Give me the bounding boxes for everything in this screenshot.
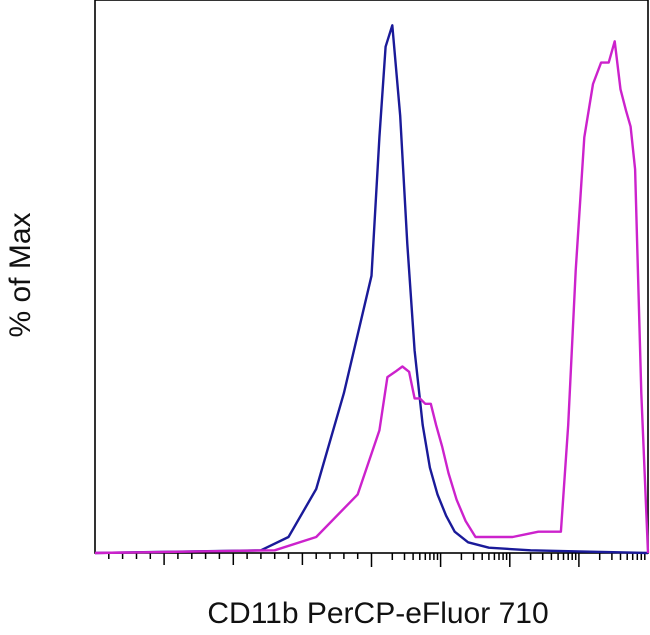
series-line-2	[94, 40, 650, 555]
x-axis-ticks	[108, 553, 646, 567]
x-axis-label: CD11b PerCP-eFluor 710	[207, 597, 548, 630]
y-axis-label: % of Max	[4, 212, 37, 337]
series-line-1	[94, 24, 649, 555]
series-layer	[94, 24, 650, 555]
